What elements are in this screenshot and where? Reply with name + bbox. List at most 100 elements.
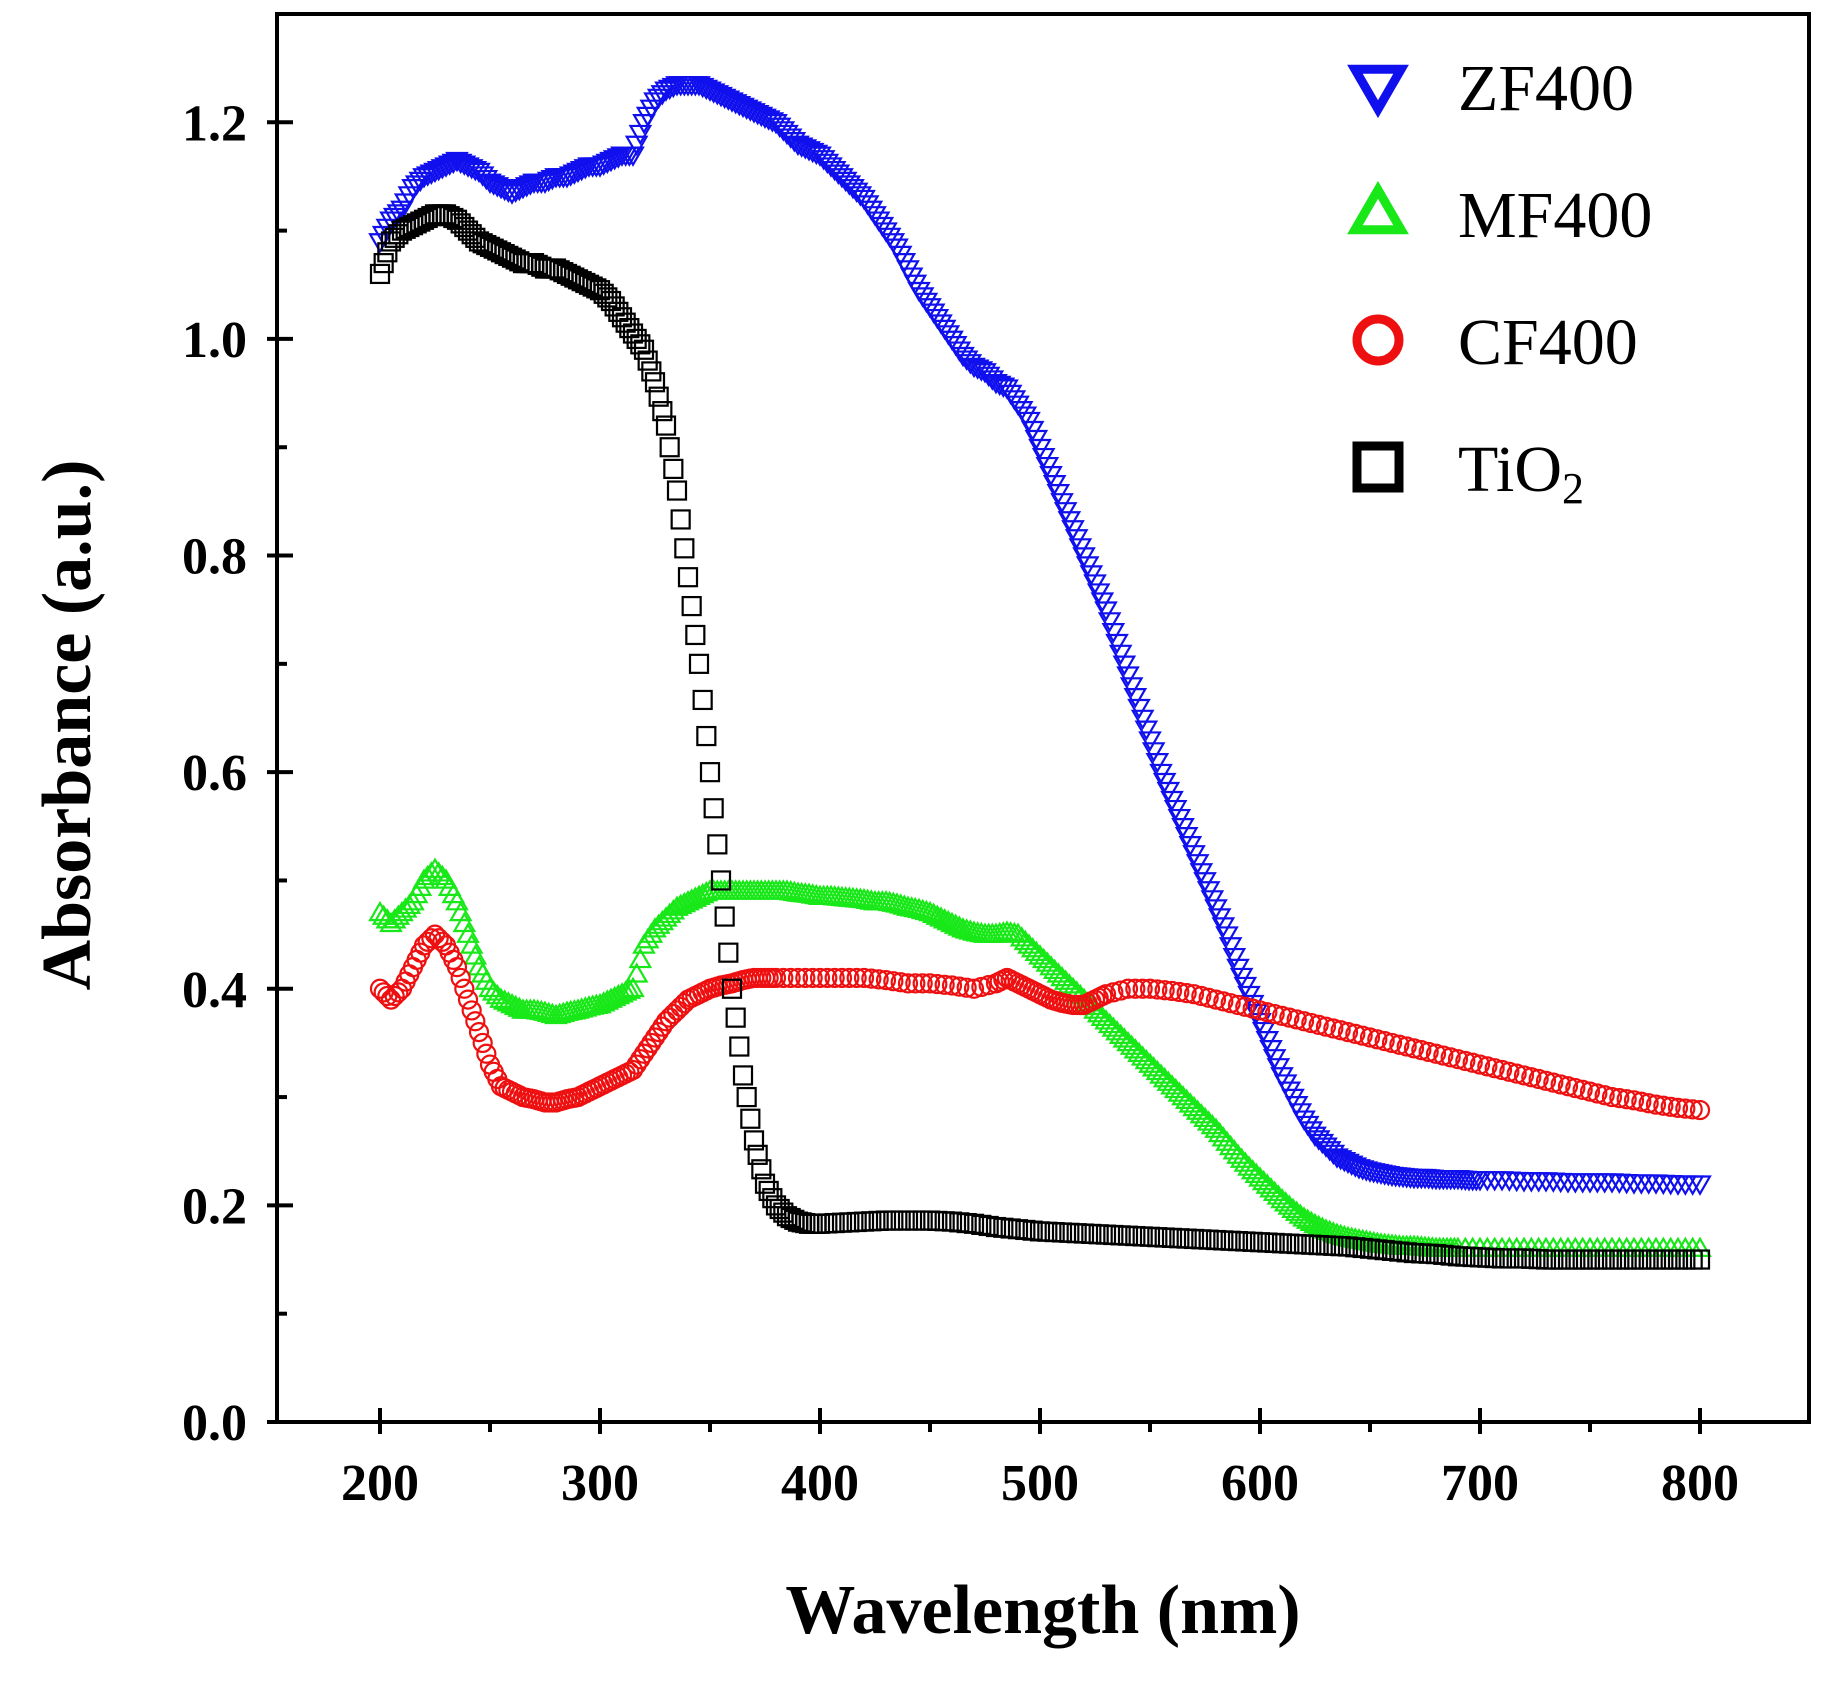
data-point <box>1154 980 1175 1001</box>
data-point <box>1323 1018 1344 1039</box>
y-tick-label: 0.4 <box>182 962 247 1019</box>
data-point <box>978 975 999 996</box>
data-point <box>965 359 990 380</box>
data-point <box>1013 929 1038 951</box>
data-point <box>725 1007 746 1028</box>
data-point <box>1293 1011 1315 1032</box>
data-point <box>1345 1023 1366 1044</box>
data-point <box>1255 1173 1280 1194</box>
data-point <box>714 906 735 927</box>
data-point <box>617 978 642 999</box>
data-point <box>1227 994 1249 1016</box>
data-point <box>1396 1036 1417 1057</box>
data-point <box>1455 1050 1476 1072</box>
data-point <box>1095 984 1117 1005</box>
data-point <box>703 798 724 819</box>
data-point <box>379 911 403 933</box>
data-point <box>661 77 686 99</box>
data-point <box>654 906 678 927</box>
data-point <box>743 1130 765 1151</box>
data-point <box>472 1032 493 1054</box>
data-point <box>481 980 506 1001</box>
legend-label: MF400 <box>1458 179 1652 252</box>
data-point <box>729 1036 750 1057</box>
data-point <box>773 967 794 989</box>
data-point <box>626 328 647 350</box>
data-point <box>1046 962 1071 983</box>
data-point <box>1433 1045 1454 1066</box>
data-point <box>1271 1005 1293 1026</box>
data-point <box>841 178 865 200</box>
data-point <box>1233 1151 1258 1172</box>
data-point <box>388 982 409 1003</box>
data-point <box>648 1021 669 1043</box>
data-point <box>674 538 695 559</box>
data-point <box>1682 1099 1703 1120</box>
data-point <box>1330 1020 1351 1041</box>
data-point <box>608 301 629 322</box>
data-point <box>644 372 666 393</box>
y-tick-label: 0.0 <box>182 1395 247 1452</box>
data-point <box>626 1054 647 1075</box>
data-point <box>1587 1083 1608 1104</box>
data-point <box>461 1000 482 1021</box>
data-point <box>824 967 845 989</box>
data-point <box>1308 1014 1329 1035</box>
data-point <box>489 178 513 200</box>
data-point <box>1152 1066 1177 1088</box>
data-point <box>377 242 398 263</box>
data-point <box>1176 983 1197 1004</box>
data-point <box>1185 1099 1210 1120</box>
data-point <box>1403 1038 1425 1059</box>
data-point <box>688 653 710 674</box>
data-point <box>1086 1001 1111 1023</box>
data-point <box>369 263 391 285</box>
data-point <box>1359 1027 1381 1048</box>
series-mf400 <box>368 857 1712 1258</box>
data-point <box>575 272 596 294</box>
data-point <box>610 982 634 1003</box>
data-point <box>1130 709 1155 731</box>
data-point <box>606 148 631 169</box>
y-tick-label: 0.6 <box>182 745 247 802</box>
x-tick-label: 700 <box>1441 1455 1519 1512</box>
data-point <box>630 334 651 355</box>
data-point <box>1237 1155 1261 1176</box>
data-point <box>1189 1103 1214 1124</box>
data-point <box>1108 644 1133 666</box>
data-point <box>1229 1147 1254 1168</box>
legend-label: ZF400 <box>1458 52 1634 125</box>
data-point <box>1103 982 1124 1003</box>
data-point <box>1139 978 1161 999</box>
data-point <box>1053 969 1078 990</box>
data-point <box>1215 926 1239 947</box>
data-point <box>1259 1177 1283 1198</box>
data-point <box>637 350 658 371</box>
data-point <box>459 159 484 180</box>
data-point <box>1182 1095 1206 1117</box>
data-point <box>1689 1099 1711 1121</box>
data-point <box>1279 1007 1300 1028</box>
data-point <box>775 124 799 146</box>
data-point <box>1178 1092 1203 1113</box>
data-point <box>621 976 645 998</box>
data-point <box>643 917 667 938</box>
data-point <box>582 276 603 297</box>
data-point <box>397 893 422 915</box>
data-point <box>1147 979 1168 1000</box>
data-point <box>1132 978 1153 999</box>
y-tick-label: 1.0 <box>182 312 247 369</box>
data-point <box>1031 947 1056 969</box>
data-point <box>1315 1016 1337 1037</box>
y-tick-label: 0.2 <box>182 1178 247 1235</box>
data-point <box>1042 958 1067 980</box>
data-point <box>1097 612 1122 633</box>
data-point <box>1119 1034 1144 1055</box>
data-point <box>685 624 706 646</box>
data-point <box>424 924 446 945</box>
data-point <box>1226 1143 1250 1164</box>
data-point <box>423 857 447 878</box>
data-point <box>663 1003 684 1025</box>
data-point <box>1161 980 1183 1002</box>
